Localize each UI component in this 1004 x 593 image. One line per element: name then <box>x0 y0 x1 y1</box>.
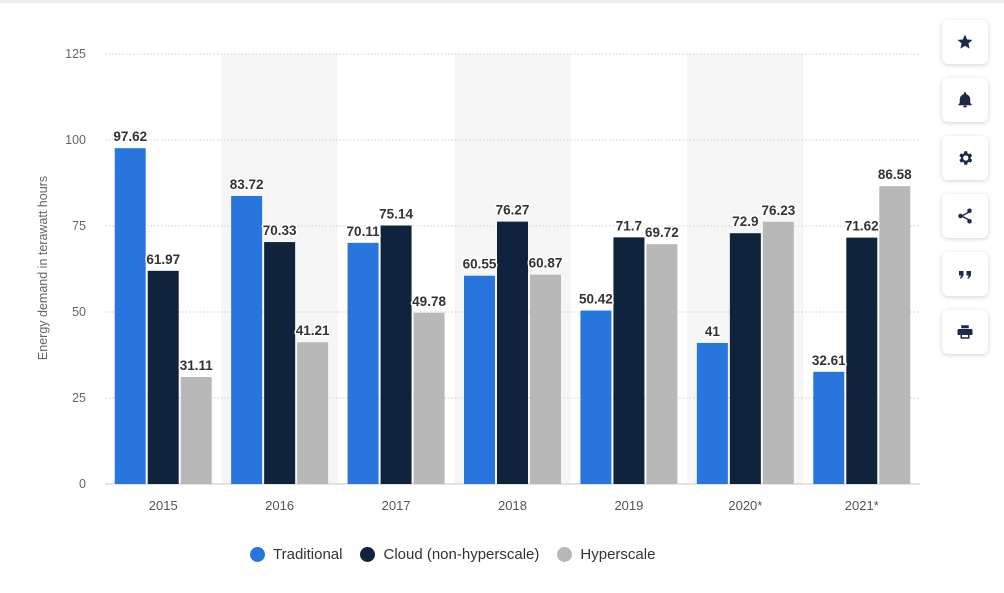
x-tick-label: 2021* <box>845 498 879 513</box>
legend-label-cloud: Cloud (non-hyperscale) <box>383 546 540 563</box>
y-axis-ticks: 0 25 50 75 100 125 <box>65 47 86 491</box>
legend-label-traditional: Traditional <box>273 546 343 563</box>
data-label: 70.11 <box>347 224 381 239</box>
print-button[interactable] <box>942 310 988 354</box>
data-label: 60.87 <box>529 256 563 271</box>
legend-swatch-hyperscale <box>557 547 573 562</box>
y-tick-label: 50 <box>72 305 86 319</box>
legend: Traditional Cloud (non-hyperscale) Hyper… <box>250 546 655 563</box>
x-tick-label: 2017 <box>382 498 411 513</box>
gear-icon <box>959 151 973 165</box>
star-icon <box>957 34 973 49</box>
bar <box>264 242 296 484</box>
bar <box>846 237 878 484</box>
legend-item-traditional[interactable]: Traditional <box>250 546 342 563</box>
y-tick-label: 100 <box>65 133 86 147</box>
bar <box>413 312 445 484</box>
data-label: 71.7 <box>616 218 642 233</box>
bar <box>729 233 761 484</box>
bar <box>497 221 528 484</box>
data-label: 76.27 <box>496 203 530 218</box>
y-tick-label: 25 <box>72 391 86 405</box>
bar <box>297 342 329 484</box>
x-tick-label: 2016 <box>265 498 294 513</box>
bar <box>879 186 911 484</box>
bars <box>114 148 911 484</box>
favorite-button[interactable] <box>942 20 988 64</box>
data-label: 50.42 <box>579 292 613 307</box>
x-tick-label: 2019 <box>614 498 643 513</box>
bar <box>180 376 212 484</box>
data-label: 75.14 <box>379 207 413 222</box>
y-tick-label: 75 <box>72 219 86 233</box>
data-label: 86.58 <box>878 167 912 182</box>
data-label: 71.62 <box>845 219 879 234</box>
bar <box>613 237 645 484</box>
bar <box>147 270 179 484</box>
data-label: 97.62 <box>113 129 147 144</box>
chart-toolbar <box>942 20 988 354</box>
x-tick-label: 2020* <box>728 498 762 513</box>
share-button[interactable] <box>942 194 988 238</box>
data-label: 61.97 <box>146 252 180 267</box>
y-tick-label: 0 <box>79 477 86 491</box>
data-label: 69.72 <box>645 225 679 240</box>
data-label: 70.33 <box>263 223 297 238</box>
top-border <box>0 0 1004 3</box>
y-tick-label: 125 <box>65 47 86 61</box>
data-label: 32.61 <box>812 353 846 368</box>
x-tick-label: 2015 <box>149 498 178 513</box>
data-label: 41 <box>705 324 721 339</box>
data-label: 49.78 <box>412 294 446 309</box>
bar <box>231 196 263 484</box>
data-label: 72.9 <box>732 214 758 229</box>
data-label: 31.11 <box>180 358 214 373</box>
bar <box>347 242 379 484</box>
data-label: 60.55 <box>463 257 497 272</box>
x-axis-ticks: 2015 2016 2017 2018 2019 2020* 2021* <box>149 498 879 513</box>
bar <box>580 310 612 484</box>
notification-button[interactable] <box>942 78 988 122</box>
bar <box>646 244 678 484</box>
legend-item-hyperscale[interactable]: Hyperscale <box>557 546 655 563</box>
data-label: 76.23 <box>761 203 795 218</box>
legend-label-hyperscale: Hyperscale <box>580 546 656 563</box>
bar-chart: 0 25 50 75 100 125 97.62 61.97 31.11 83.72 70.33 4… <box>36 47 920 513</box>
bar <box>380 225 412 484</box>
bar <box>762 221 794 484</box>
bar <box>696 342 728 484</box>
quote-icon <box>959 271 971 279</box>
share-icon <box>958 208 972 224</box>
data-label: 83.72 <box>230 177 264 192</box>
settings-button[interactable] <box>942 136 988 180</box>
bell-icon <box>958 92 972 108</box>
bar <box>813 371 845 484</box>
legend-swatch-traditional <box>250 547 265 562</box>
data-labels: 97.62 61.97 31.11 83.72 70.33 41.21 70.11 75.14… <box>112 128 914 375</box>
cite-button[interactable] <box>942 252 988 296</box>
x-tick-label: 2018 <box>498 498 527 513</box>
data-label: 41.21 <box>296 323 330 338</box>
bar <box>114 148 146 484</box>
y-axis-label: Energy demand in terawatt hours <box>36 176 50 360</box>
legend-swatch-cloud <box>360 547 376 562</box>
bar <box>464 275 495 484</box>
legend-item-cloud[interactable]: Cloud (non-hyperscale) <box>360 546 539 563</box>
bar <box>530 274 561 484</box>
print-icon <box>957 325 973 339</box>
